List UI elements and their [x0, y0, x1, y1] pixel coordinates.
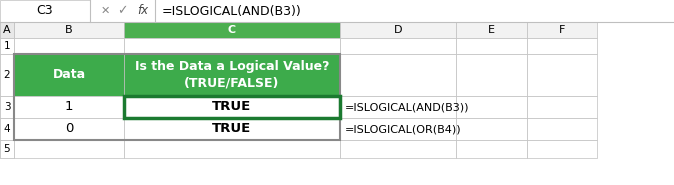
Bar	[340, 22, 456, 38]
Bar	[456, 118, 527, 140]
Text: C3: C3	[36, 4, 53, 18]
Text: 3: 3	[3, 102, 10, 112]
Bar	[14, 54, 340, 140]
Text: A: A	[3, 25, 11, 35]
Bar	[527, 118, 597, 140]
Text: =ISLOGICAL(OR(B4)): =ISLOGICAL(OR(B4))	[345, 124, 462, 134]
Text: C: C	[228, 25, 236, 35]
Text: =ISLOGICAL(AND(B3)): =ISLOGICAL(AND(B3))	[345, 102, 470, 112]
Bar	[124, 54, 340, 96]
Bar	[0, 0, 90, 22]
Bar	[0, 140, 14, 158]
Bar	[14, 140, 124, 158]
Bar	[456, 96, 527, 118]
Text: fx: fx	[137, 4, 148, 18]
Bar	[527, 54, 597, 96]
Bar	[124, 38, 340, 54]
Bar	[456, 22, 527, 38]
Bar	[0, 140, 14, 158]
Bar	[14, 118, 124, 140]
Bar	[0, 54, 14, 96]
Bar	[340, 140, 456, 158]
Bar	[340, 38, 456, 54]
Bar	[340, 118, 456, 140]
Bar	[0, 38, 14, 54]
Text: 0: 0	[65, 122, 73, 135]
Bar	[14, 38, 124, 54]
Bar	[527, 22, 597, 38]
Bar	[14, 22, 124, 38]
Bar	[0, 96, 14, 118]
Bar	[14, 96, 124, 118]
Bar	[456, 54, 527, 96]
Text: 5: 5	[3, 144, 10, 154]
Bar	[0, 96, 14, 118]
Text: Is the Data a Logical Value?
(TRUE/FALSE): Is the Data a Logical Value? (TRUE/FALSE…	[135, 60, 330, 90]
Bar	[527, 96, 597, 118]
Bar	[0, 38, 14, 54]
Bar	[527, 38, 597, 54]
Bar	[0, 22, 14, 38]
Text: 1: 1	[3, 41, 10, 51]
Bar	[14, 54, 124, 96]
Bar	[0, 118, 14, 140]
Text: E: E	[488, 25, 495, 35]
Bar	[124, 22, 340, 38]
Text: ✓: ✓	[117, 4, 127, 18]
Bar	[456, 140, 527, 158]
Text: D: D	[394, 25, 402, 35]
Text: ✕: ✕	[100, 6, 110, 16]
Bar	[527, 140, 597, 158]
Bar	[124, 140, 340, 158]
Text: 2: 2	[3, 70, 10, 80]
Text: TRUE: TRUE	[212, 122, 251, 135]
Bar	[340, 96, 456, 118]
Bar	[124, 96, 340, 118]
Text: Data: Data	[53, 68, 86, 82]
Text: B: B	[65, 25, 73, 35]
Bar	[124, 96, 340, 118]
Text: TRUE: TRUE	[212, 100, 251, 114]
Text: =ISLOGICAL(AND(B3)): =ISLOGICAL(AND(B3))	[162, 4, 302, 18]
Text: 4: 4	[3, 124, 10, 134]
Bar	[0, 54, 14, 96]
Bar	[340, 54, 456, 96]
Bar	[0, 22, 14, 38]
Text: 1: 1	[65, 100, 73, 114]
Text: F: F	[559, 25, 565, 35]
Bar	[0, 118, 14, 140]
Bar	[124, 118, 340, 140]
Bar	[0, 0, 674, 22]
Bar	[456, 38, 527, 54]
